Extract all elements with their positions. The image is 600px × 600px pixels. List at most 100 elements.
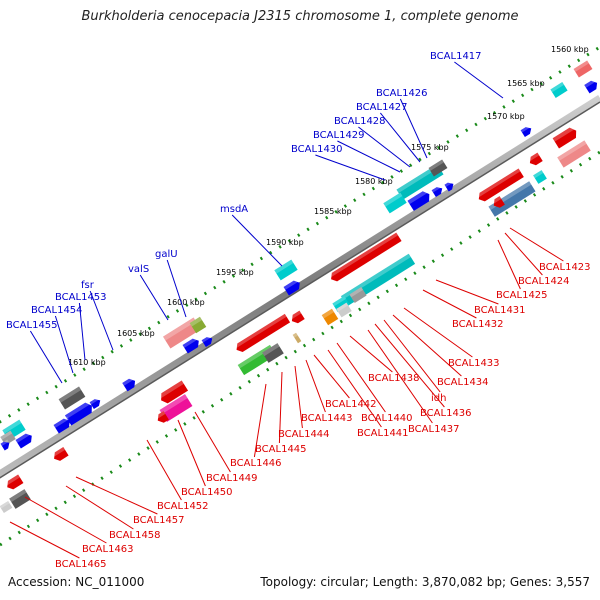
forward-leader-line [166, 259, 187, 318]
gene-block [550, 82, 568, 98]
reverse-gene-label: BCAL1438 [368, 373, 420, 384]
forward-leader-line [358, 126, 411, 168]
gene-labels: BCAL1417 BCAL1426 BCAL1427 BCAL1428 BCAL1429… [6, 51, 591, 570]
reverse-gene-label: BCAL1443 [301, 413, 353, 424]
forward-leader-line [89, 290, 114, 351]
reverse-gene-label: BCAL1442 [325, 399, 377, 410]
reverse-leader-line [313, 354, 350, 399]
forward-gene-label: BCAL1429 [313, 130, 365, 141]
tick-label: 1595 kbp [216, 268, 254, 277]
forward-leader-line [399, 98, 428, 159]
forward-leader-line [454, 61, 504, 99]
reverse-gene-label: BCAL1440 [361, 413, 413, 424]
reverse-leader-line [9, 521, 80, 559]
gene-block [262, 343, 284, 363]
reverse-gene-label: BCAL1424 [518, 276, 570, 287]
gene-block [15, 431, 32, 449]
reverse-leader-line [75, 476, 158, 515]
reverse-leader-line [194, 411, 231, 473]
gene-block [476, 168, 524, 202]
forward-gene-label: BCAL1453 [55, 292, 107, 303]
gene-block [53, 416, 70, 434]
forward-leader-line [337, 140, 401, 173]
reverse-leader-line [336, 342, 386, 413]
gene-block [274, 259, 298, 281]
forward-leader-line [380, 112, 421, 163]
forward-leader-line [78, 302, 86, 361]
gene-block [289, 310, 305, 324]
genome-backbone-shadow [0, 101, 600, 479]
gene-block [283, 278, 300, 296]
reverse-gene-label: BCAL1465 [55, 559, 107, 570]
gene-block [444, 180, 454, 192]
inner-dotted-ring [0, 150, 600, 547]
gene-block [428, 159, 448, 177]
reverse-gene-label: BCAL1425 [496, 290, 548, 301]
forward-gene-label: galU [155, 249, 178, 260]
gene-block [328, 232, 402, 282]
forward-leader-line [315, 154, 386, 181]
tick-label: 1585 kbp [314, 207, 352, 216]
forward-gene-label: BCAL1454 [31, 305, 83, 316]
gene-block [332, 296, 350, 312]
reverse-leader-line [367, 329, 433, 424]
gene-block [520, 124, 532, 138]
reverse-gene-label: BCAL1423 [539, 262, 591, 273]
reverse-leader-line [383, 319, 441, 393]
reverse-gene-label: BCAL1431 [474, 305, 526, 316]
gene-block [349, 287, 367, 303]
reverse-gene-label: BCAL1449 [206, 473, 258, 484]
tick-label: 1570 kbp [487, 112, 525, 121]
reverse-leader-line [24, 496, 107, 544]
reverse-gene-label: BCAL1434 [437, 377, 489, 388]
reverse-gene-label: BCAL1432 [452, 319, 504, 330]
gene-block [431, 184, 443, 198]
reverse-leader-line [278, 371, 283, 444]
forward-gene-label: valS [128, 264, 149, 275]
reverse-gene-label: BCAL1458 [109, 530, 161, 541]
map-title: Burkholderia cenocepacia J2315 chromosom… [81, 9, 519, 24]
gene-block [9, 489, 31, 509]
reverse-leader-line [435, 279, 499, 305]
tick-label: 1605 kbp [117, 329, 155, 338]
reverse-leader-line [509, 227, 564, 262]
reverse-leader-line [497, 239, 521, 290]
gene-block [51, 447, 69, 461]
reverse-leader-line [403, 307, 473, 358]
forward-leader-line [29, 330, 63, 384]
gene-block [0, 500, 13, 514]
reverse-gene-label: BCAL1433 [448, 358, 500, 369]
forward-gene-blocks [0, 60, 598, 451]
tick-label: 1560 kbp [551, 45, 589, 54]
gene-block [122, 376, 136, 392]
gene-block [0, 439, 10, 451]
reverse-gene-label: BCAL1444 [278, 429, 330, 440]
gene-block [4, 474, 24, 490]
forward-gene-label: msdA [220, 204, 248, 215]
gene-block [58, 386, 86, 410]
gene-block [527, 152, 543, 166]
gene-block [159, 394, 193, 422]
reverse-gene-label: BCAL1463 [82, 544, 134, 555]
reverse-leader-line [253, 383, 267, 458]
forward-gene-label: BCAL1417 [430, 51, 482, 62]
gene-block [292, 332, 302, 344]
reverse-gene-label: BCAL1445 [255, 444, 307, 455]
forward-leader-line [139, 274, 169, 321]
reverse-gene-label: BCAL1441 [357, 428, 409, 439]
gene-block [157, 380, 189, 404]
gene-block [155, 411, 169, 423]
accession-text: Accession: NC_011000 [8, 575, 145, 589]
reverse-gene-label: BCAL1450 [181, 487, 233, 498]
gene-block [64, 400, 92, 426]
gene-block [233, 313, 291, 353]
reverse-gene-label: BCAL1452 [157, 501, 209, 512]
forward-leader-line [54, 315, 74, 374]
reverse-gene-label: BCAL1437 [408, 424, 460, 435]
forward-gene-label: BCAL1426 [376, 88, 428, 99]
gene-block [557, 140, 591, 168]
reverse-leader-line [392, 314, 462, 377]
reverse-gene-label: BCAL1446 [230, 458, 282, 469]
tick-label: 1600 kbp [167, 298, 205, 307]
